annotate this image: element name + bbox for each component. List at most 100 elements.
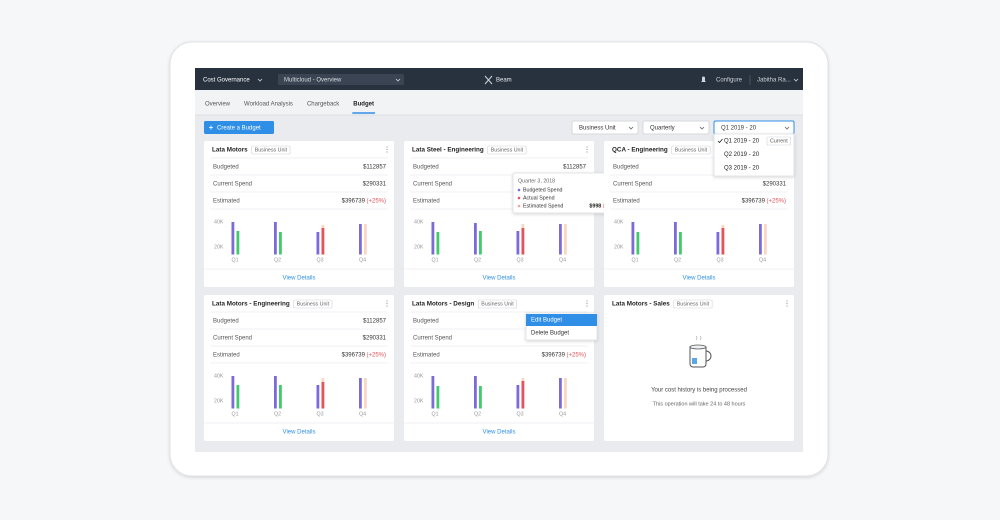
row-value: $290331 [363, 182, 387, 188]
badge-outline [487, 145, 527, 155]
budget-card [204, 141, 394, 287]
notification-icon[interactable] [701, 76, 706, 83]
kebab-menu[interactable] [386, 151, 388, 153]
filter-select[interactable] [571, 120, 639, 135]
view-details-link[interactable]: View Details [483, 276, 516, 282]
budget-card [204, 295, 394, 441]
row-label: Current Spend [213, 182, 252, 188]
budget-card [604, 141, 794, 287]
period-menu [713, 133, 795, 177]
bar [716, 232, 720, 255]
bar [364, 378, 367, 409]
app-name[interactable]: Cost Governance [203, 78, 250, 84]
view-details-link[interactable]: View Details [683, 276, 716, 282]
tooltip-label: Budgeted Spend [523, 187, 563, 193]
bar [479, 386, 482, 409]
kebab-menu[interactable] [786, 300, 788, 302]
row-value: $396739 [342, 353, 366, 359]
x-tick-label: Q2 [274, 411, 281, 417]
row-change: (+25%) [566, 353, 586, 359]
budget-card [604, 295, 794, 441]
menu-item[interactable]: Edit Budget [531, 318, 562, 324]
period-option[interactable]: Q3 2019 - 20 [724, 166, 760, 172]
plus-icon [209, 125, 213, 130]
configure-link[interactable]: Configure [716, 78, 743, 84]
kebab-menu[interactable] [386, 148, 388, 151]
row-change: (+25%) [766, 199, 786, 205]
row-value: $396739 [342, 199, 366, 205]
row-label: Estimated [213, 353, 240, 359]
card-title: Lata Motors - Sales [612, 301, 670, 308]
mug-top [689, 344, 707, 350]
kebab-menu[interactable] [586, 151, 588, 153]
kebab-menu[interactable] [586, 305, 588, 307]
tooltip-swatch [517, 204, 521, 208]
y-tick-label: 40K [414, 373, 424, 379]
product-logo [484, 75, 493, 85]
x-tick-label: Q4 [559, 257, 566, 263]
y-tick-label: 40K [214, 373, 224, 379]
row-label: Budgeted [413, 165, 439, 171]
budget-card [404, 141, 594, 287]
mug-handle [705, 350, 712, 362]
card-badge: Business Unit [677, 301, 710, 307]
tooltip-swatch [517, 188, 521, 192]
row-label: Budgeted [613, 165, 639, 171]
bar [516, 231, 520, 255]
bar [474, 376, 477, 409]
kebab-menu[interactable] [586, 146, 588, 148]
period-tag-outline [766, 136, 791, 146]
context-label: Multicloud - Overview [284, 78, 342, 84]
tab[interactable]: Chargeback [307, 102, 340, 108]
context-select[interactable] [278, 74, 404, 85]
bar [316, 385, 320, 409]
row-label: Budgeted [413, 319, 439, 325]
bar [479, 231, 482, 255]
x-tick-label: Q1 [631, 257, 638, 263]
kebab-menu[interactable] [786, 302, 788, 305]
card-title: Lata Steel - Engineering [412, 147, 484, 154]
view-details-link[interactable]: View Details [283, 430, 316, 436]
tooltip-value: $998 [589, 203, 601, 209]
kebab-menu[interactable] [586, 302, 588, 305]
row-label: Budgeted [213, 319, 239, 325]
row-change: (+25%) [366, 353, 386, 359]
x-tick-label: Q3 [316, 411, 323, 417]
kebab-menu[interactable] [386, 302, 388, 305]
row-value: $112857 [363, 165, 387, 171]
card-badge: Business Unit [255, 147, 288, 153]
kebab-menu[interactable] [586, 148, 588, 151]
x-tick-label: Q2 [674, 257, 681, 263]
bar [274, 376, 277, 409]
bar [559, 224, 562, 255]
chevron [257, 78, 263, 82]
x-tick-label: Q2 [474, 411, 481, 417]
chevron [793, 78, 799, 82]
period-option[interactable]: Q1 2019 - 20 [724, 139, 760, 145]
tab[interactable]: Workload Analysis [244, 102, 293, 108]
view-details-link[interactable]: View Details [283, 276, 316, 282]
chevron [699, 126, 705, 130]
kebab-menu[interactable] [386, 300, 388, 302]
kebab-menu[interactable] [586, 300, 588, 302]
tab[interactable]: Overview [205, 102, 231, 108]
bar [631, 222, 635, 255]
row-label: Estimated [413, 353, 440, 359]
bar [674, 222, 677, 255]
filter-select[interactable] [642, 120, 710, 135]
row-label: Current Spend [213, 336, 252, 342]
bar [564, 378, 567, 409]
period-option[interactable]: Q2 2019 - 20 [724, 152, 760, 158]
menu-item[interactable]: Delete Budget [531, 331, 569, 337]
user-name[interactable]: Jabitha Ra... [757, 78, 791, 84]
tooltip-title: Quarter 3, 2018 [518, 178, 555, 184]
kebab-menu[interactable] [386, 146, 388, 148]
kebab-menu[interactable] [386, 305, 388, 307]
view-details-link[interactable]: View Details [483, 430, 516, 436]
create-budget-button[interactable] [204, 121, 274, 134]
kebab-menu[interactable] [786, 305, 788, 307]
tab[interactable]: Budget [353, 102, 374, 108]
chevron [628, 126, 634, 130]
y-tick-label: 20K [614, 244, 624, 250]
